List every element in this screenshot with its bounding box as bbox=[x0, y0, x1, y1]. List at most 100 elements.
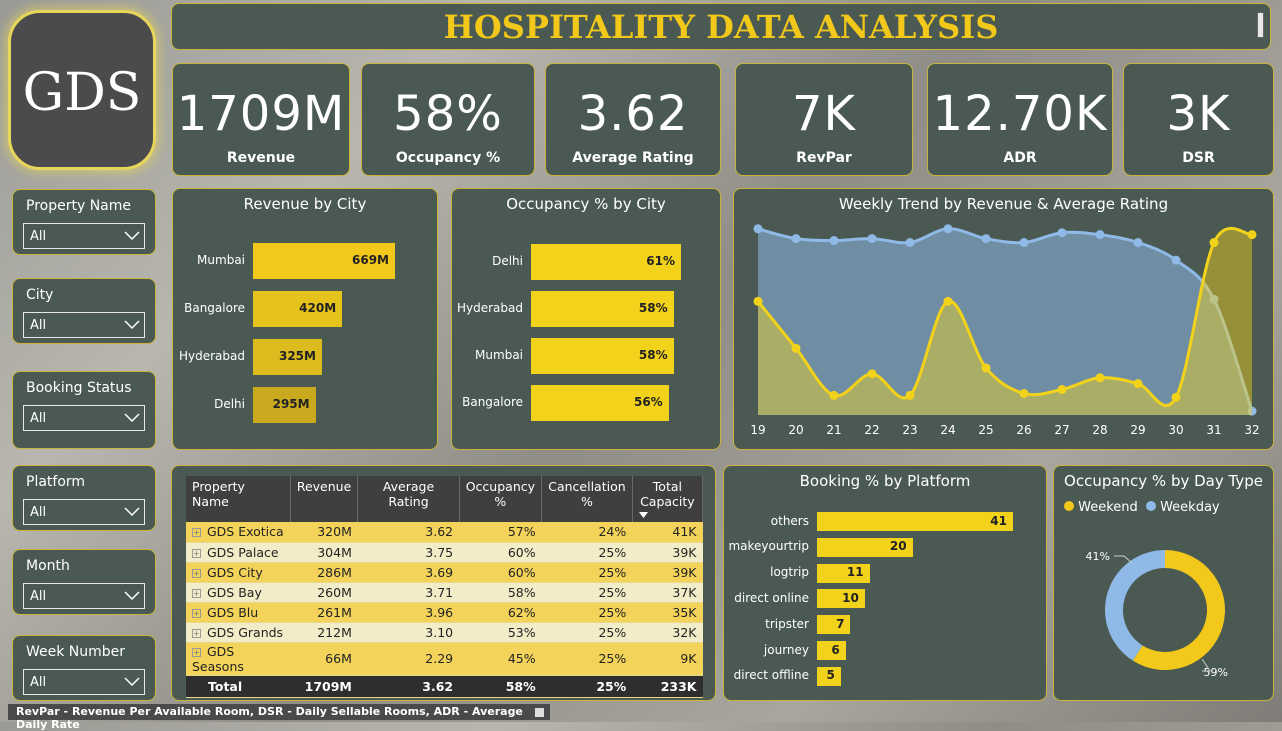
rating-point[interactable] bbox=[1209, 238, 1219, 248]
rating-point[interactable] bbox=[1057, 385, 1067, 395]
revenue-point[interactable] bbox=[829, 236, 839, 246]
revenue-point[interactable] bbox=[1019, 238, 1029, 248]
revenue-point[interactable] bbox=[1209, 294, 1219, 304]
revenue-point[interactable] bbox=[1133, 238, 1143, 248]
bar[interactable] bbox=[531, 385, 669, 421]
table-cell: + GDS City bbox=[186, 562, 291, 583]
slicer-title: Platform bbox=[26, 474, 86, 490]
bar-label: logtrip bbox=[770, 565, 809, 580]
chevron-down-icon bbox=[124, 413, 140, 423]
rating-point[interactable] bbox=[1133, 379, 1143, 389]
x-tick-label: 22 bbox=[864, 423, 879, 437]
kpi-adr[interactable]: 12.70K ADR bbox=[927, 63, 1113, 176]
bar[interactable] bbox=[817, 512, 1013, 531]
table-row[interactable]: + GDS Blu 261M 3.96 62% 25% 35K bbox=[186, 602, 703, 623]
column-header[interactable]: Property Name bbox=[186, 476, 291, 522]
bar[interactable] bbox=[253, 243, 395, 279]
table-row[interactable]: + GDS City 286M 3.69 60% 25% 39K bbox=[186, 562, 703, 583]
occupancy-by-daytype-chart[interactable]: Occupancy % by Day Type Weekend Weekday … bbox=[1053, 465, 1274, 701]
expand-icon[interactable]: + bbox=[192, 608, 201, 618]
bar-value-label: 295M bbox=[272, 397, 310, 411]
bar[interactable] bbox=[817, 589, 865, 609]
rating-point[interactable] bbox=[753, 296, 763, 306]
revenue-point[interactable] bbox=[905, 238, 915, 248]
sort-desc-icon bbox=[638, 512, 648, 518]
table-cell: 9K bbox=[632, 642, 703, 676]
kpi-average-rating[interactable]: 3.62 Average Rating bbox=[545, 63, 721, 176]
table-row[interactable]: + GDS Palace 304M 3.75 60% 25% 39K bbox=[186, 542, 703, 563]
rating-point[interactable] bbox=[1171, 392, 1181, 402]
revenue-point[interactable] bbox=[753, 224, 763, 234]
rating-point[interactable] bbox=[905, 390, 915, 400]
scroll-thumb[interactable] bbox=[1257, 12, 1264, 38]
revenue-point[interactable] bbox=[943, 224, 953, 234]
bar[interactable] bbox=[817, 563, 870, 583]
city-dropdown[interactable]: All bbox=[23, 312, 145, 338]
bar[interactable] bbox=[253, 387, 316, 423]
expand-icon[interactable]: + bbox=[192, 628, 201, 638]
booking-by-platform-chart[interactable]: Booking % by Platform others 41 makeyourtr… bbox=[723, 465, 1047, 701]
revenue-point[interactable] bbox=[867, 234, 877, 244]
revenue-point[interactable] bbox=[1057, 228, 1067, 238]
bar-label: Mumbai bbox=[197, 253, 245, 267]
platform-dropdown[interactable]: All bbox=[23, 499, 145, 525]
table-row[interactable]: + GDS Exotica 320M 3.62 57% 24% 41K bbox=[186, 522, 703, 543]
expand-icon[interactable]: + bbox=[192, 568, 201, 578]
weekly-trend-plot: 19 20 21 22 23 24 25 26 27 28 29 30 31 32 bbox=[750, 224, 1260, 437]
bar[interactable] bbox=[531, 338, 674, 374]
bar[interactable] bbox=[817, 537, 913, 557]
booking-status-dropdown[interactable]: All bbox=[23, 405, 145, 431]
column-header[interactable]: Average Rating bbox=[357, 476, 460, 522]
revenue-point[interactable] bbox=[791, 234, 801, 244]
square-icon bbox=[535, 708, 544, 717]
expand-icon[interactable]: + bbox=[192, 647, 201, 657]
kpi-revpar[interactable]: 7K RevPar bbox=[735, 63, 913, 176]
donut-slice-weekend[interactable] bbox=[1132, 550, 1225, 670]
bar[interactable] bbox=[531, 244, 681, 280]
bar-label: Bangalore bbox=[184, 301, 245, 315]
property-table[interactable]: Property Name Revenue Average Rating Occ… bbox=[186, 476, 704, 698]
kpi-dsr[interactable]: 3K DSR bbox=[1123, 63, 1274, 176]
column-header-sorted[interactable]: Total Capacity bbox=[632, 476, 704, 522]
table-row[interactable]: + GDS Grands 212M 3.10 53% 25% 32K bbox=[186, 622, 703, 643]
rating-point[interactable] bbox=[1095, 373, 1105, 383]
rating-point[interactable] bbox=[943, 296, 953, 306]
month-dropdown[interactable]: All bbox=[23, 583, 145, 609]
rating-point[interactable] bbox=[829, 390, 839, 400]
bar[interactable] bbox=[817, 666, 841, 686]
revenue-by-city-chart[interactable]: Revenue by City Mumbai 669M Bangalore 420M H… bbox=[172, 188, 438, 450]
donut-slice-weekday[interactable] bbox=[1105, 550, 1165, 661]
kpi-revenue[interactable]: 1709M Revenue bbox=[172, 63, 350, 176]
kpi-occupancy[interactable]: 58% Occupancy % bbox=[361, 63, 535, 176]
column-header[interactable]: Revenue bbox=[290, 476, 359, 522]
table-row[interactable]: + GDS Seasons 66M 2.29 45% 25% 9K bbox=[186, 642, 703, 676]
table-cell: 212M bbox=[290, 622, 358, 643]
table-row[interactable]: + GDS Bay 260M 3.71 58% 25% 37K bbox=[186, 582, 703, 603]
property-name-dropdown[interactable]: All bbox=[23, 223, 145, 249]
bar[interactable] bbox=[253, 291, 343, 327]
expand-icon[interactable]: + bbox=[192, 528, 201, 538]
table-cell: + GDS Bay bbox=[186, 582, 291, 603]
rating-point[interactable] bbox=[791, 343, 801, 353]
revenue-point[interactable] bbox=[981, 234, 991, 244]
bar-value-label: 5 bbox=[826, 668, 835, 683]
occupancy-by-city-chart[interactable]: Occupancy % by City Delhi 61% Hyderabad 58%… bbox=[451, 188, 721, 450]
revenue-point[interactable] bbox=[1171, 255, 1181, 265]
rating-point[interactable] bbox=[981, 363, 991, 373]
expand-icon[interactable]: + bbox=[192, 588, 201, 598]
rating-point[interactable] bbox=[1247, 230, 1257, 240]
bar[interactable] bbox=[253, 339, 322, 375]
bar[interactable] bbox=[817, 641, 846, 660]
bar[interactable] bbox=[817, 615, 851, 635]
week-number-dropdown[interactable]: All bbox=[23, 669, 145, 695]
column-header[interactable]: Occupancy % bbox=[459, 476, 543, 522]
expand-icon[interactable]: + bbox=[192, 548, 201, 558]
weekly-trend-chart[interactable]: Weekly Trend by Revenue & Average Rating… bbox=[733, 188, 1274, 450]
revenue-point[interactable] bbox=[1247, 406, 1257, 416]
bar[interactable] bbox=[531, 291, 674, 327]
column-header[interactable]: Cancellation % bbox=[541, 476, 633, 522]
revenue-point[interactable] bbox=[1095, 230, 1105, 240]
rating-point[interactable] bbox=[1019, 388, 1029, 398]
rating-point[interactable] bbox=[867, 369, 877, 379]
chart-title: Booking % by Platform bbox=[799, 472, 971, 490]
